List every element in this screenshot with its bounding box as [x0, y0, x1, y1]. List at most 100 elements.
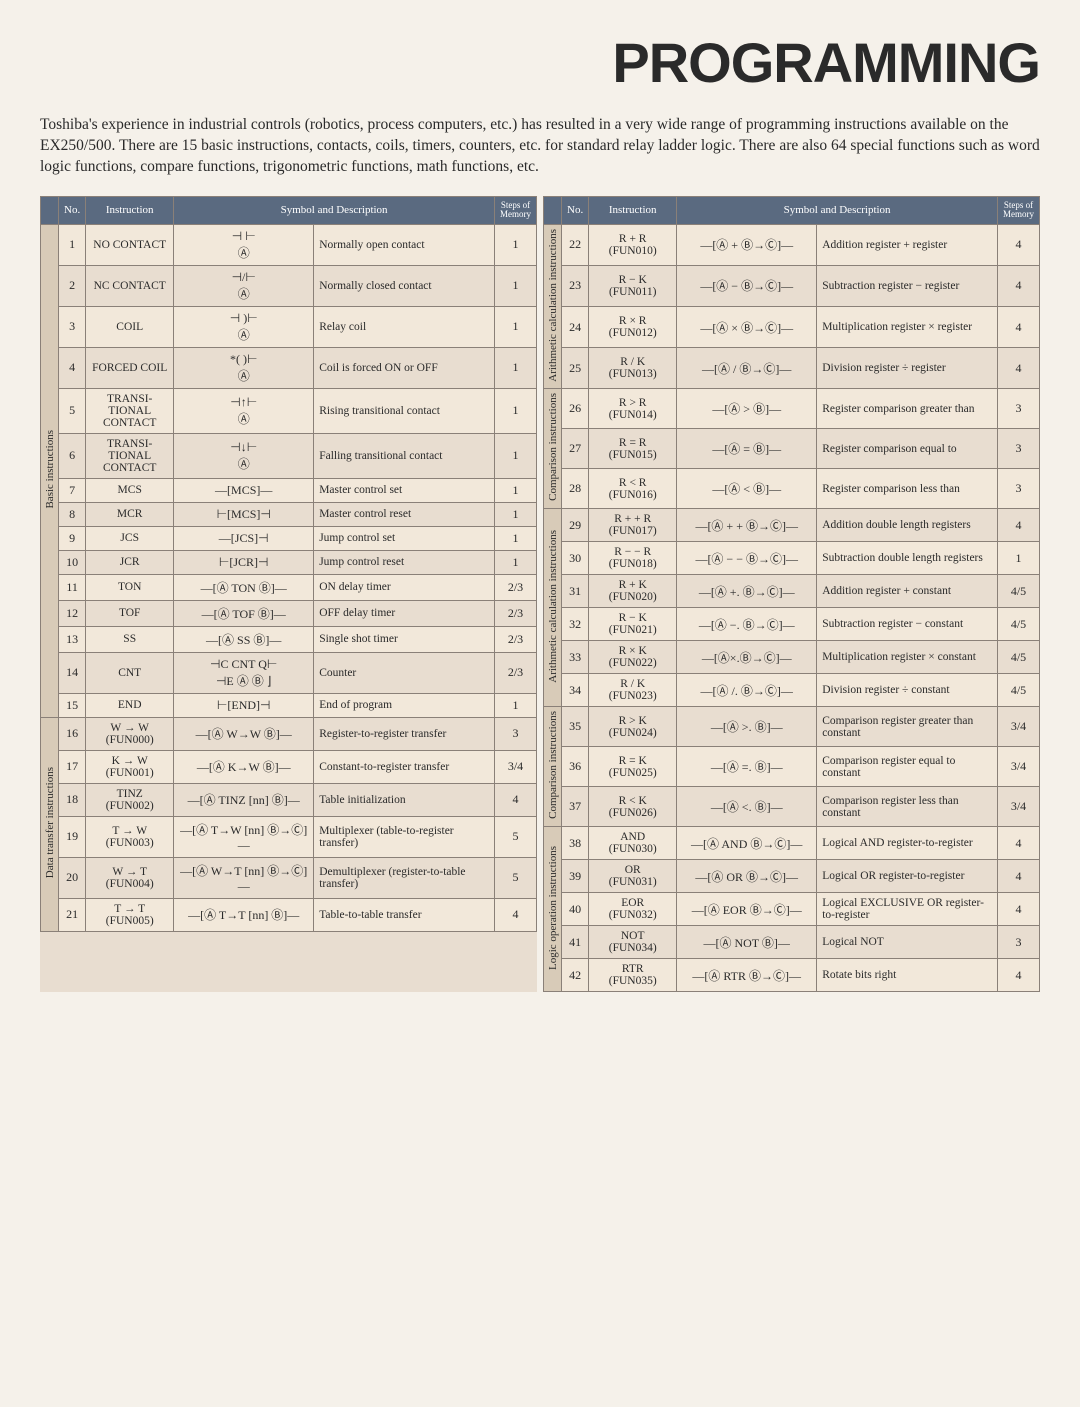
cell-steps: 4 — [495, 898, 537, 931]
cell-no: 2 — [59, 265, 86, 306]
cell-no: 39 — [562, 860, 589, 893]
cell-symbol: —[Ⓐ TOF Ⓑ]— — [174, 600, 314, 626]
cell-instruction: MCS — [86, 478, 174, 502]
table-row: 10JCR⊢[JCR]⊣Jump control reset1 — [41, 550, 537, 574]
category-cell: Basic instructions — [41, 224, 59, 717]
table-row: 4FORCED COIL*( )⊢ⒶCoil is forced ON or O… — [41, 347, 537, 388]
cell-symbol: —[Ⓐ × Ⓑ→Ⓒ]— — [677, 307, 817, 348]
cell-description: Register comparison greater than — [817, 389, 998, 429]
table-row: 42RTR(FUN035)—[Ⓐ RTR Ⓑ→Ⓒ]—Rotate bits ri… — [544, 959, 1040, 992]
table-row: 20W → T(FUN004)—[Ⓐ W→T [nn] Ⓑ→Ⓒ]—Demulti… — [41, 857, 537, 898]
table-row: 21T → T(FUN005)—[Ⓐ T→T [nn] Ⓑ]—Table-to-… — [41, 898, 537, 931]
cell-description: Logical AND register-to-register — [817, 827, 998, 860]
cell-description: Normally open contact — [314, 224, 495, 265]
cell-description: Constant-to-register transfer — [314, 750, 495, 783]
table-row: 18TINZ(FUN002)—[Ⓐ TINZ [nn] Ⓑ]—Table ini… — [41, 783, 537, 816]
left-table: No. Instruction Symbol and Description S… — [40, 196, 537, 932]
cell-symbol: —[Ⓐ W→T [nn] Ⓑ→Ⓒ]— — [174, 857, 314, 898]
cell-symbol: —[Ⓐ T→T [nn] Ⓑ]— — [174, 898, 314, 931]
cell-instruction: W → W(FUN000) — [86, 717, 174, 750]
table-row: 23R − K(FUN011)—[Ⓐ − Ⓑ→Ⓒ]—Subtraction re… — [544, 265, 1040, 306]
cell-no: 10 — [59, 550, 86, 574]
cell-description: Master control reset — [314, 502, 495, 526]
cell-instruction: EOR(FUN032) — [589, 893, 677, 926]
cell-instruction: R − − R(FUN018) — [589, 542, 677, 575]
cell-instruction: COIL — [86, 306, 174, 347]
cell-symbol: —[Ⓐ OR Ⓑ→Ⓒ]— — [677, 860, 817, 893]
category-cell: Arithmetic calculation instructions — [544, 509, 562, 707]
cell-instruction: NO CONTACT — [86, 224, 174, 265]
category-cell: Comparison instructions — [544, 707, 562, 827]
cell-instruction: TRANSI-TIONAL CONTACT — [86, 388, 174, 433]
cell-symbol: —[Ⓐ K→W Ⓑ]— — [174, 750, 314, 783]
cell-description: Register-to-register transfer — [314, 717, 495, 750]
cell-steps: 4 — [998, 224, 1040, 265]
cell-no: 15 — [59, 693, 86, 717]
cell-description: Comparison register less than constant — [817, 787, 998, 827]
cell-instruction: R / K(FUN023) — [589, 674, 677, 707]
table-row: 8MCR⊢[MCS]⊣Master control reset1 — [41, 502, 537, 526]
category-label: Logic operation instructions — [547, 842, 559, 974]
cell-instruction: R / K(FUN013) — [589, 348, 677, 389]
cell-steps: 1 — [495, 265, 537, 306]
table-row: 25R / K(FUN013)—[Ⓐ / Ⓑ→Ⓒ]—Division regis… — [544, 348, 1040, 389]
cell-instruction: R − K(FUN011) — [589, 265, 677, 306]
cell-symbol: —[Ⓐ + + Ⓑ→Ⓒ]— — [677, 509, 817, 542]
cell-steps: 3 — [998, 926, 1040, 959]
cell-no: 11 — [59, 574, 86, 600]
table-row: 6TRANSI-TIONAL CONTACT⊣↓⊢ⒶFalling transi… — [41, 433, 537, 478]
table-row: 39OR(FUN031)—[Ⓐ OR Ⓑ→Ⓒ]—Logical OR regis… — [544, 860, 1040, 893]
cell-no: 29 — [562, 509, 589, 542]
cell-no: 31 — [562, 575, 589, 608]
cell-instruction: AND(FUN030) — [589, 827, 677, 860]
cell-steps: 2/3 — [495, 574, 537, 600]
cell-description: Logical EXCLUSIVE OR register-to-registe… — [817, 893, 998, 926]
cell-description: Multiplication register × register — [817, 307, 998, 348]
cell-instruction: R + K(FUN020) — [589, 575, 677, 608]
cell-instruction: T → W(FUN003) — [86, 816, 174, 857]
table-row: 24R × R(FUN012)—[Ⓐ × Ⓑ→Ⓒ]—Multiplication… — [544, 307, 1040, 348]
cell-instruction: NOT(FUN034) — [589, 926, 677, 959]
cell-steps: 1 — [495, 526, 537, 550]
cell-description: Table initialization — [314, 783, 495, 816]
table-row: 36R = K(FUN025)—[Ⓐ =. Ⓑ]—Comparison regi… — [544, 747, 1040, 787]
cell-instruction: JCR — [86, 550, 174, 574]
category-cell: Comparison instructions — [544, 389, 562, 509]
table-row: 37R < K(FUN026)—[Ⓐ <. Ⓑ]—Comparison regi… — [544, 787, 1040, 827]
cell-instruction: R + + R(FUN017) — [589, 509, 677, 542]
cell-no: 5 — [59, 388, 86, 433]
cell-steps: 4/5 — [998, 674, 1040, 707]
table-row: 14CNT⊣C CNT Q⊢⊣E Ⓐ Ⓑ ⌋Counter2/3 — [41, 652, 537, 693]
category-label: Arithmetic calculation instructions — [547, 225, 559, 386]
cell-no: 14 — [59, 652, 86, 693]
table-row: 15END⊢[END]⊣End of program1 — [41, 693, 537, 717]
cell-symbol: ⊣/⊢Ⓐ — [174, 265, 314, 306]
cell-no: 37 — [562, 787, 589, 827]
cell-steps: 4 — [998, 509, 1040, 542]
cell-description: Table-to-table transfer — [314, 898, 495, 931]
cell-steps: 4 — [495, 783, 537, 816]
cell-steps: 5 — [495, 816, 537, 857]
cell-no: 20 — [59, 857, 86, 898]
cell-steps: 2/3 — [495, 652, 537, 693]
cell-description: Comparison register greater than constan… — [817, 707, 998, 747]
cell-description: Single shot timer — [314, 626, 495, 652]
cell-symbol: —[Ⓐ = Ⓑ]— — [677, 429, 817, 469]
cell-symbol: ⊢[MCS]⊣ — [174, 502, 314, 526]
cell-steps: 4 — [998, 860, 1040, 893]
cell-description: Logical OR register-to-register — [817, 860, 998, 893]
cell-steps: 1 — [495, 306, 537, 347]
cell-description: Subtraction double length registers — [817, 542, 998, 575]
cell-instruction: R < K(FUN026) — [589, 787, 677, 827]
cell-symbol: —[Ⓐ > Ⓑ]— — [677, 389, 817, 429]
col-instruction: Instruction — [86, 196, 174, 224]
cell-steps: 1 — [495, 347, 537, 388]
cell-no: 28 — [562, 469, 589, 509]
cell-description: Jump control reset — [314, 550, 495, 574]
cell-description: Division register ÷ register — [817, 348, 998, 389]
cell-symbol: —[Ⓐ + Ⓑ→Ⓒ]— — [677, 224, 817, 265]
cell-description: Relay coil — [314, 306, 495, 347]
cell-no: 8 — [59, 502, 86, 526]
cell-instruction: TINZ(FUN002) — [86, 783, 174, 816]
cell-instruction: W → T(FUN004) — [86, 857, 174, 898]
